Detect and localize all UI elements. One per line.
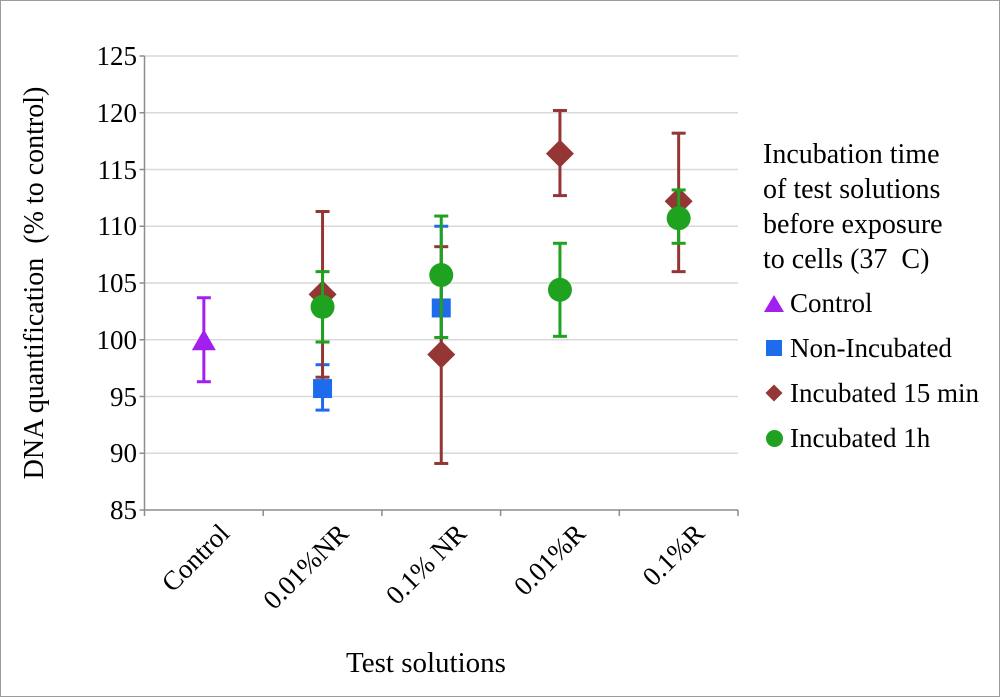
diamond-icon: [763, 384, 785, 402]
marker-circle: [666, 206, 691, 231]
y-tick-label: 120: [96, 97, 138, 128]
legend-marker-glyph: [765, 429, 783, 447]
triangle-icon: [763, 294, 785, 312]
legend-marker-glyph: [766, 340, 782, 356]
y-tick-label: 105: [96, 268, 138, 298]
legend-item-incubated-1h: Incubated 1h: [763, 422, 998, 453]
y-tick-label: 95: [110, 381, 137, 412]
legend-marker-glyph: [764, 294, 784, 312]
legend-marker-glyph: [765, 384, 783, 402]
y-axis-title: DNA quantification (% to control): [19, 86, 50, 480]
legend-title: Incubation time of test solutions before…: [763, 139, 943, 275]
square-icon: [763, 340, 785, 356]
legend-items: Control Non-Incubated Incubated 15 min Incu…: [763, 287, 998, 453]
marker-square: [313, 379, 333, 399]
legend-item-non-incubated: Non-Incubated: [763, 332, 998, 363]
y-tick-label: 115: [97, 154, 138, 185]
legend: Incubation time of test solutions before…: [763, 137, 998, 469]
marker-diamond: [545, 139, 574, 168]
legend-item-label: Non-Incubated: [790, 332, 952, 363]
marker-circle: [310, 294, 335, 319]
legend-item-label: Incubated 15 min: [790, 377, 979, 408]
x-axis-title: Test solutions: [346, 647, 506, 679]
legend-item-control: Control: [763, 287, 998, 318]
marker-triangle: [191, 329, 216, 351]
y-tick-label: 100: [96, 324, 138, 355]
marker-circle: [547, 277, 572, 302]
circle-icon: [763, 429, 785, 447]
y-tick-label: 85: [110, 495, 137, 525]
marker-diamond: [427, 340, 456, 369]
marker-circle: [429, 263, 454, 288]
y-tick-label: 110: [97, 211, 138, 242]
legend-item-incubated-15-min: Incubated 15 min: [763, 377, 998, 408]
legend-item-label: Incubated 1h: [790, 422, 931, 453]
legend-item-label: Control: [790, 287, 873, 318]
y-tick-label: 125: [96, 41, 138, 71]
y-tick-label: 90: [110, 438, 137, 469]
